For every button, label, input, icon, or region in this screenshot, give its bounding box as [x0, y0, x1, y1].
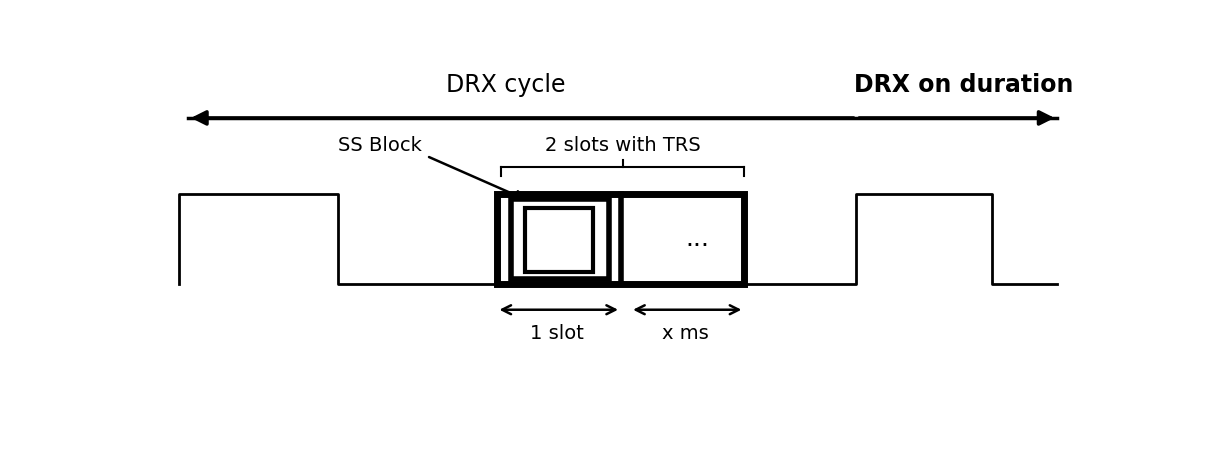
Bar [510, 199, 609, 279]
Text: SS Block: SS Block [338, 135, 422, 155]
Text: DRX cycle: DRX cycle [446, 73, 566, 97]
Text: x ms: x ms [662, 324, 709, 343]
Bar [525, 208, 593, 272]
Text: ...: ... [685, 227, 709, 251]
Text: DRX on duration: DRX on duration [854, 73, 1073, 97]
Text: 1 slot: 1 slot [531, 324, 584, 343]
Text: 2 slots with TRS: 2 slots with TRS [545, 135, 701, 155]
Bar [497, 194, 744, 284]
